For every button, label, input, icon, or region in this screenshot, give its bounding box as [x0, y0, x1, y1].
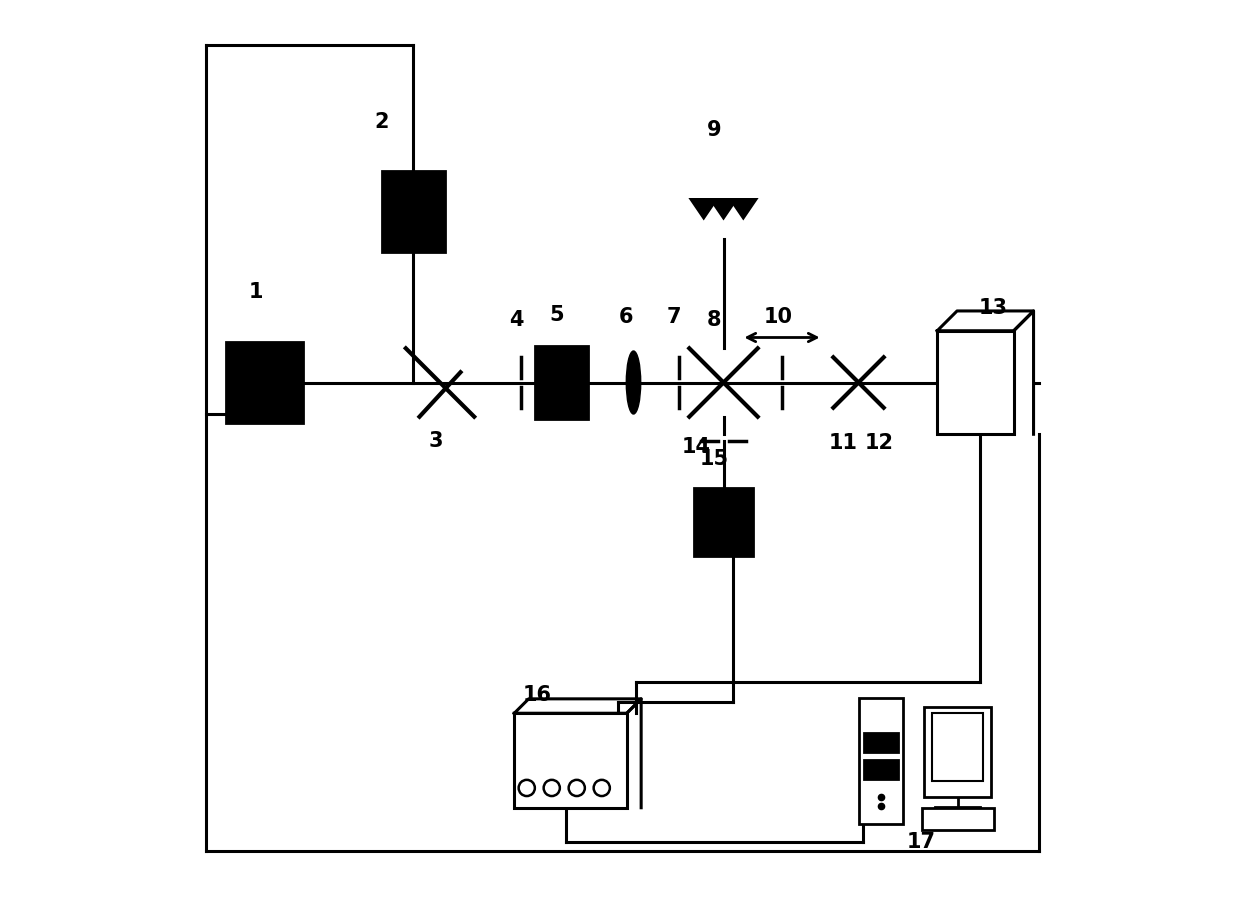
Bar — [382, 171, 444, 252]
Text: 11: 11 — [828, 433, 858, 453]
Bar — [536, 346, 588, 419]
Bar — [937, 331, 1014, 435]
Text: 3: 3 — [428, 431, 443, 451]
Text: 7: 7 — [667, 307, 681, 327]
Polygon shape — [688, 198, 719, 220]
Text: 16: 16 — [523, 685, 552, 705]
Text: 8: 8 — [707, 310, 722, 329]
Polygon shape — [728, 198, 759, 220]
Text: 1: 1 — [248, 283, 263, 302]
Bar — [921, 808, 993, 830]
Text: 5: 5 — [549, 305, 564, 325]
Text: 9: 9 — [707, 121, 722, 140]
Bar — [864, 760, 898, 779]
Bar — [924, 706, 991, 796]
Bar — [226, 342, 303, 423]
Text: 15: 15 — [699, 449, 729, 469]
Ellipse shape — [626, 351, 641, 414]
Text: 2: 2 — [374, 112, 389, 131]
Text: 6: 6 — [619, 307, 634, 327]
Polygon shape — [708, 198, 739, 220]
Bar — [864, 733, 898, 752]
Text: 10: 10 — [764, 307, 792, 327]
Text: 4: 4 — [510, 310, 523, 329]
Bar — [859, 698, 903, 824]
Text: 17: 17 — [906, 832, 936, 851]
Bar — [931, 713, 983, 780]
Bar — [694, 488, 753, 555]
Text: 14: 14 — [682, 437, 711, 457]
Text: 12: 12 — [864, 433, 894, 453]
Text: 13: 13 — [980, 298, 1008, 318]
Bar — [515, 713, 626, 808]
